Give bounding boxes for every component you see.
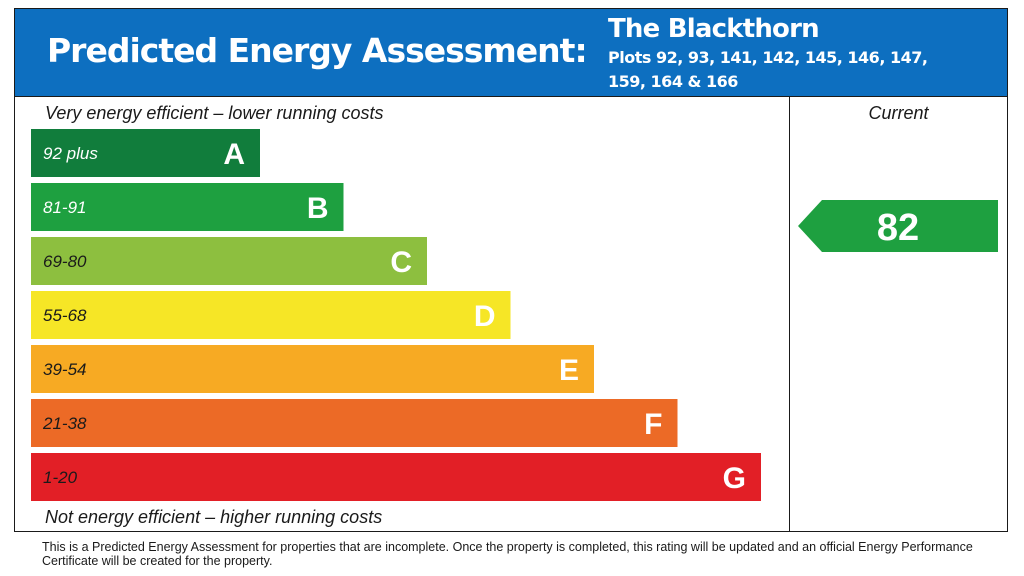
band-letter-g: G — [723, 462, 746, 495]
band-letter-b: B — [307, 192, 329, 225]
house-name: The Blackthorn — [608, 14, 820, 44]
band-bar-e — [31, 345, 594, 393]
band-range-c: 69-80 — [43, 252, 87, 271]
current-rating-arrow — [798, 200, 998, 252]
band-range-b: 81-91 — [43, 198, 86, 217]
column-divider — [789, 96, 790, 532]
band-bar-b — [31, 183, 344, 231]
band-bar-a — [31, 129, 260, 177]
band-bar-d — [31, 291, 511, 339]
band-range-e: 39-54 — [43, 360, 86, 379]
band-bar-f — [31, 399, 678, 447]
band-letter-c: C — [390, 246, 412, 279]
band-letter-a: A — [223, 138, 245, 171]
band-range-g: 1-20 — [43, 468, 78, 487]
bottom-efficiency-label: Not energy efficient – higher running co… — [45, 507, 383, 527]
current-rating-value: 82 — [877, 207, 919, 249]
page-title: Predicted Energy Assessment: — [47, 31, 588, 70]
band-letter-e: E — [559, 354, 579, 387]
band-range-f: 21-38 — [42, 414, 87, 433]
current-column-header: Current — [868, 103, 929, 123]
plots-list: Plots 92, 93, 141, 142, 145, 146, 147, 1… — [608, 48, 928, 91]
band-range-a: 92 plus — [43, 144, 98, 163]
top-efficiency-label: Very energy efficient – lower running co… — [45, 103, 384, 123]
band-bar-g — [31, 453, 761, 501]
band-range-d: 55-68 — [43, 306, 87, 325]
band-letter-f: F — [644, 408, 662, 441]
band-bar-c — [31, 237, 427, 285]
header-banner: Predicted Energy Assessment: The Blackth… — [15, 9, 1007, 97]
band-letter-d: D — [474, 300, 496, 333]
footnote: This is a Predicted Energy Assessment fo… — [42, 540, 973, 568]
chart-frame — [14, 8, 1008, 532]
